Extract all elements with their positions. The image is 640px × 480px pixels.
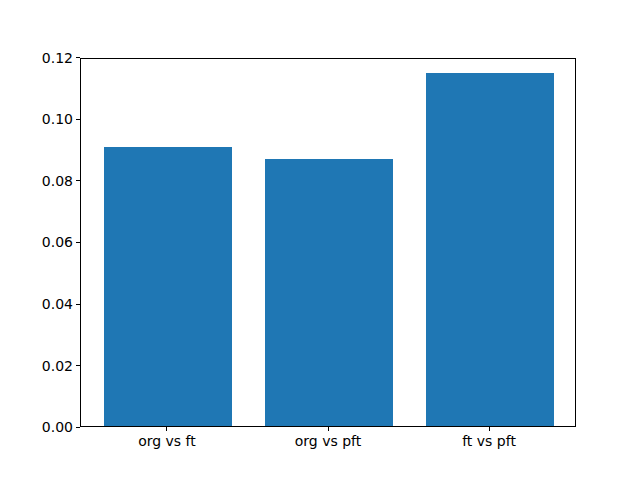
y-tick-mark [76,180,80,181]
y-tick-label: 0.02 [42,359,73,373]
y-tick-mark [76,57,80,58]
y-tick-mark [76,365,80,366]
y-tick-mark [76,304,80,305]
bar-org-vs-pft [265,159,394,426]
figure: 0.00 0.02 0.04 0.06 0.08 0.10 0.12 org vs ft org… [0,0,640,480]
y-tick-label: 0.06 [42,235,73,249]
x-tick-label: ft vs pft [429,434,549,448]
x-tick-mark [166,427,167,431]
bar-org-vs-ft [104,147,233,426]
y-tick-mark [76,242,80,243]
bar-ft-vs-pft [426,73,555,427]
x-tick-label: org vs ft [107,434,227,448]
x-tick-mark [328,427,329,431]
y-tick-label: 0.00 [42,420,73,434]
y-tick-label: 0.04 [42,297,73,311]
x-tick-mark [489,427,490,431]
y-tick-label: 0.12 [42,51,73,65]
y-tick-label: 0.10 [42,112,73,126]
y-tick-label: 0.08 [42,174,73,188]
x-tick-label: org vs pft [268,434,388,448]
plot-area [80,58,576,428]
y-tick-mark [76,119,80,120]
y-tick-mark [76,427,80,428]
